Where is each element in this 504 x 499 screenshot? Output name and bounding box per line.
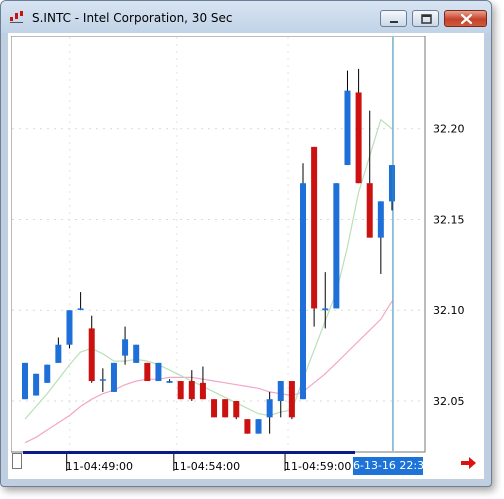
candle-body <box>166 381 173 383</box>
candle-body <box>55 344 62 363</box>
candle-body <box>388 165 395 202</box>
candle-body <box>188 381 195 400</box>
up-candle <box>133 344 140 363</box>
time-tick-label: 11-04:49:00 <box>65 460 134 473</box>
candle-body <box>33 373 40 396</box>
candle-body <box>366 183 373 238</box>
fast-moving-average-line <box>24 118 393 420</box>
time-tick-label: 11-04:59:00 <box>284 460 352 473</box>
candle-body <box>199 382 206 400</box>
candle-body <box>222 399 229 418</box>
time-axis-bar <box>23 451 355 454</box>
scroll-start-box[interactable] <box>12 453 22 469</box>
candle-body <box>311 146 318 309</box>
up-candle <box>388 165 395 211</box>
up-candle <box>122 326 129 365</box>
candle-body <box>22 362 28 400</box>
up-candle <box>333 183 340 309</box>
up-candle <box>110 362 117 392</box>
maximize-button[interactable] <box>412 10 439 27</box>
time-tick-label: 11-04:54:00 <box>172 460 241 473</box>
up-candle <box>255 419 262 434</box>
up-candle <box>22 362 28 400</box>
up-candle <box>377 201 384 274</box>
candle-body <box>99 379 106 381</box>
close-button[interactable] <box>444 10 487 27</box>
candle-body <box>77 308 84 310</box>
candle-body <box>244 419 251 434</box>
down-candle <box>355 68 362 184</box>
title-bar[interactable]: S.INTC - Intel Corporation, 30 Sec <box>1 1 491 33</box>
candle-body <box>288 381 295 418</box>
up-candle <box>300 163 306 400</box>
price-tick-label: 32.05 <box>433 395 465 408</box>
cursor-time-label: 6-13-16 22:34:00 <box>353 457 449 475</box>
up-candle <box>277 381 284 418</box>
plot-frame <box>11 36 426 453</box>
close-icon <box>460 13 473 25</box>
candle-body <box>66 310 73 345</box>
up-candle <box>322 272 329 329</box>
candle-body <box>355 92 362 184</box>
chart-window: S.INTC - Intel Corporation, 30 Sec 32.20… <box>0 0 492 487</box>
up-candle <box>33 373 40 396</box>
candle-body <box>344 90 351 166</box>
down-candle <box>211 399 218 418</box>
candle-body <box>122 339 129 356</box>
candle-body <box>322 308 329 311</box>
up-candle <box>266 391 273 434</box>
candle-body <box>266 399 273 418</box>
candle-body <box>333 183 340 309</box>
time-axis <box>23 451 355 471</box>
up-candle <box>77 292 84 311</box>
price-tick-label: 32.20 <box>433 123 465 136</box>
minimize-icon <box>390 21 398 23</box>
up-candle <box>44 364 51 383</box>
minimize-button[interactable] <box>380 10 407 27</box>
down-candle <box>222 399 229 418</box>
chart-area[interactable]: 32.20 32.15 32.10 32.05 11-04:49:00 11-04:5… <box>8 33 484 479</box>
price-tick-label: 32.15 <box>433 213 465 226</box>
down-candle <box>366 110 373 238</box>
price-tick-label: 32.10 <box>433 304 465 317</box>
window-title: S.INTC - Intel Corporation, 30 Sec <box>32 11 233 25</box>
down-candle <box>233 400 240 420</box>
up-candle <box>166 379 173 383</box>
up-candle <box>66 310 73 349</box>
chart-app-icon <box>10 11 23 23</box>
down-candle <box>288 381 295 420</box>
candle-body <box>110 362 117 392</box>
candle-body <box>300 183 306 400</box>
candle-body <box>255 419 262 434</box>
down-candle <box>188 370 195 401</box>
candle-body <box>88 328 95 382</box>
slow-moving-average-line <box>24 300 393 444</box>
down-candle <box>177 381 184 400</box>
up-candle <box>155 362 162 382</box>
candle-body <box>211 399 218 418</box>
down-candle <box>88 315 95 383</box>
candle-body <box>233 400 240 418</box>
scroll-right-arrow-icon[interactable] <box>461 457 477 469</box>
down-candle <box>199 366 206 400</box>
down-candle <box>144 362 151 382</box>
candle-body <box>277 381 284 401</box>
down-candle <box>311 146 318 327</box>
candle-body <box>377 201 384 238</box>
candle-body <box>44 364 51 383</box>
candle-body <box>155 362 162 382</box>
candle-body <box>144 362 151 382</box>
candle-body <box>133 344 140 363</box>
price-chart[interactable]: 32.20 32.15 32.10 32.05 <box>11 36 481 454</box>
up-candle <box>55 337 62 363</box>
maximize-icon <box>421 14 432 24</box>
up-candle <box>99 368 106 392</box>
candle-body <box>177 381 184 400</box>
down-candle <box>244 419 251 434</box>
up-candle <box>344 70 351 166</box>
